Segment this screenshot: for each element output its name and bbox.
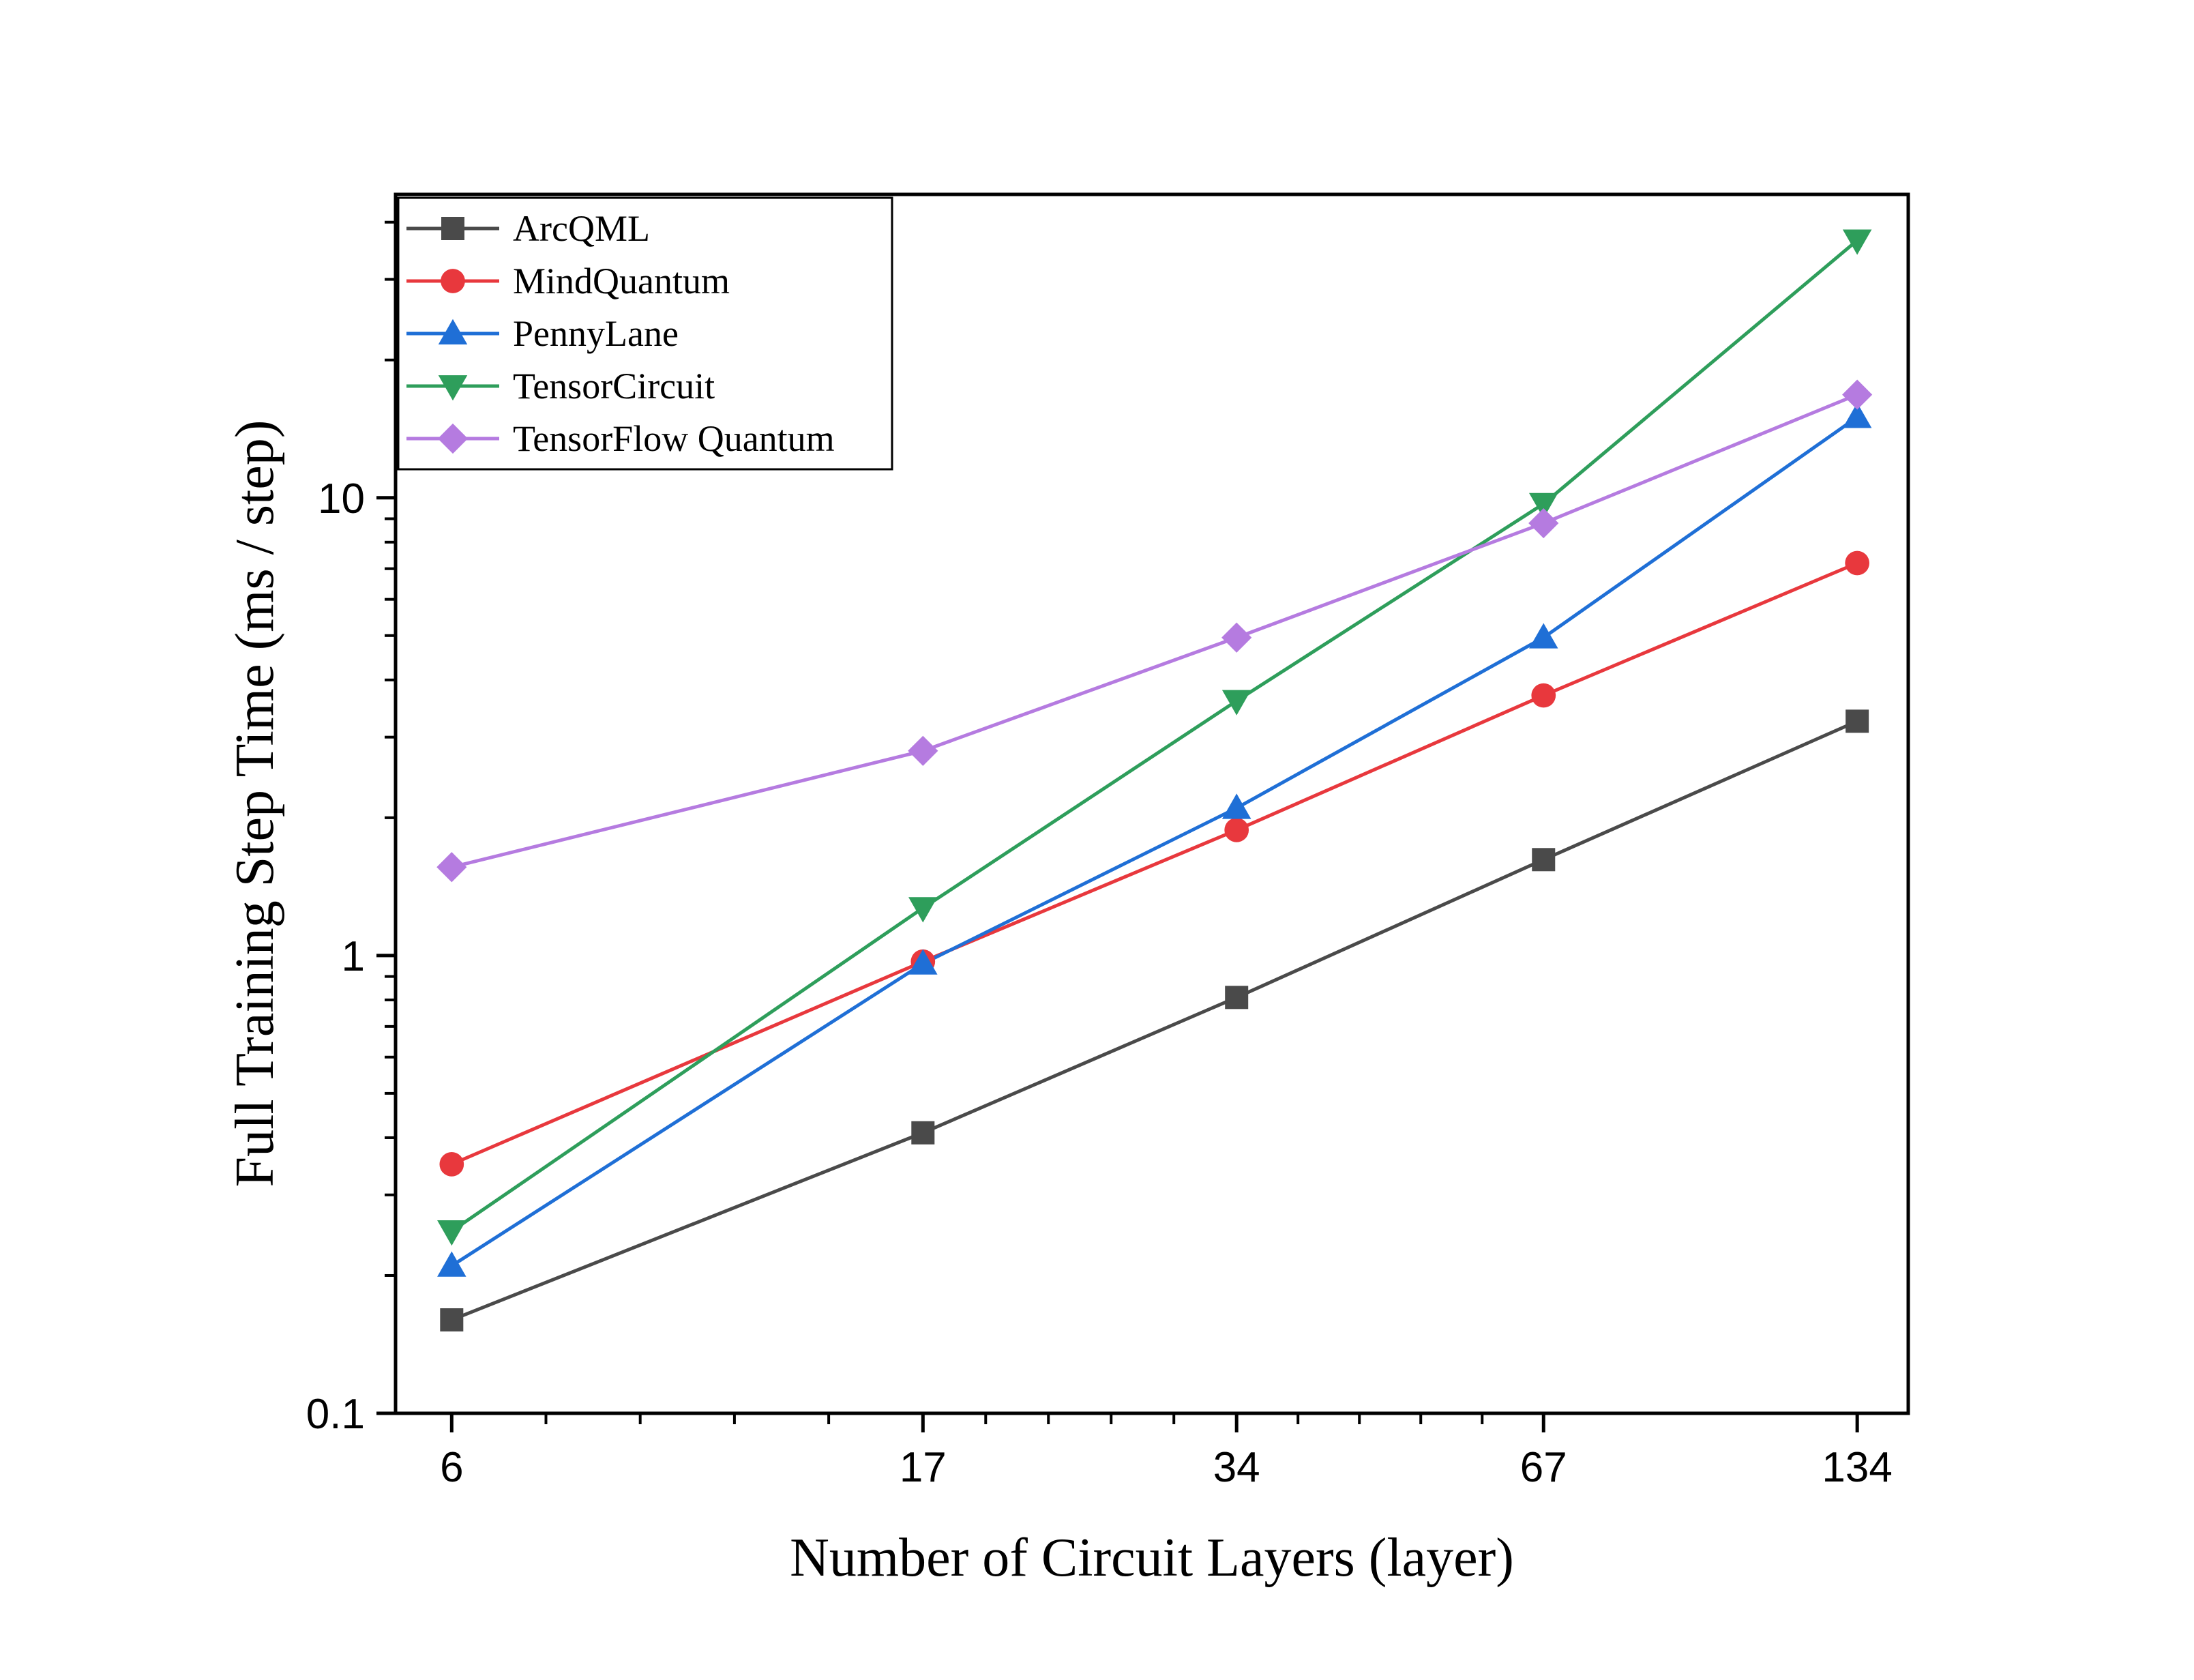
x-tick-label: 34 [1213,1444,1260,1491]
triangle-up-marker [1842,402,1872,428]
series-markers [436,229,1873,1332]
circle-marker [439,1152,464,1177]
diamond-marker [1842,379,1873,410]
circle-marker [441,269,465,293]
legend-label: TensorFlow Quantum [513,418,835,459]
diamond-marker [1528,507,1559,539]
square-marker [1845,709,1869,733]
legend-label: PennyLane [513,313,679,354]
triangle-down-marker [1221,690,1251,716]
series-line-pennylane [450,415,1858,1267]
triangle-up-marker [1221,793,1251,819]
plot-frame [394,192,1910,1415]
diamond-marker [1221,622,1252,653]
triangle-down-marker [1529,492,1558,518]
triangle-up-marker [908,949,938,975]
triangle-down-marker [1842,229,1872,255]
diamond-marker [436,852,467,883]
y-tick-label: 0.1 [306,1391,365,1438]
legend: ArcQML MindQuantum PennyLane TensorCircuit T… [397,196,893,471]
y-tick-label: 1 [342,933,365,980]
triangle-down-marker [437,1220,466,1246]
x-tick-label: 134 [1822,1444,1892,1491]
circle-marker [1224,818,1249,842]
triangle-down-marker [908,897,938,923]
axis-ticks [376,220,1859,1432]
triangle-up-marker [438,319,468,344]
series-line-mindquantum [451,561,1858,1166]
square-marker [1532,848,1556,872]
y-axis-title: Full Training Step Time (ms / step) [225,420,285,1188]
legend-label: MindQuantum [513,261,730,301]
x-tick-label: 6 [440,1444,463,1491]
series-line-arcqml [451,720,1858,1322]
circle-marker [1531,683,1556,708]
x-tick-label: 67 [1520,1444,1567,1491]
triangle-up-marker [1529,623,1558,649]
y-tick-label: 10 [318,475,365,522]
square-marker [911,1121,935,1145]
legend-label: TensorCircuit [513,366,715,407]
tick-labels: 6 17 34 67 134 0.1 1 10 [306,475,1893,1491]
circle-marker [1845,550,1870,576]
legend-label: ArcQML [513,208,650,249]
square-marker [1225,986,1249,1010]
square-marker [440,1308,464,1332]
diamond-marker [908,735,938,766]
x-axis-title: Number of Circuit Layers (layer) [790,1528,1514,1588]
diamond-marker [437,423,469,454]
triangle-down-marker [438,375,468,401]
x-tick-label: 17 [900,1444,947,1491]
triangle-up-marker [437,1251,466,1277]
square-marker [441,217,464,240]
